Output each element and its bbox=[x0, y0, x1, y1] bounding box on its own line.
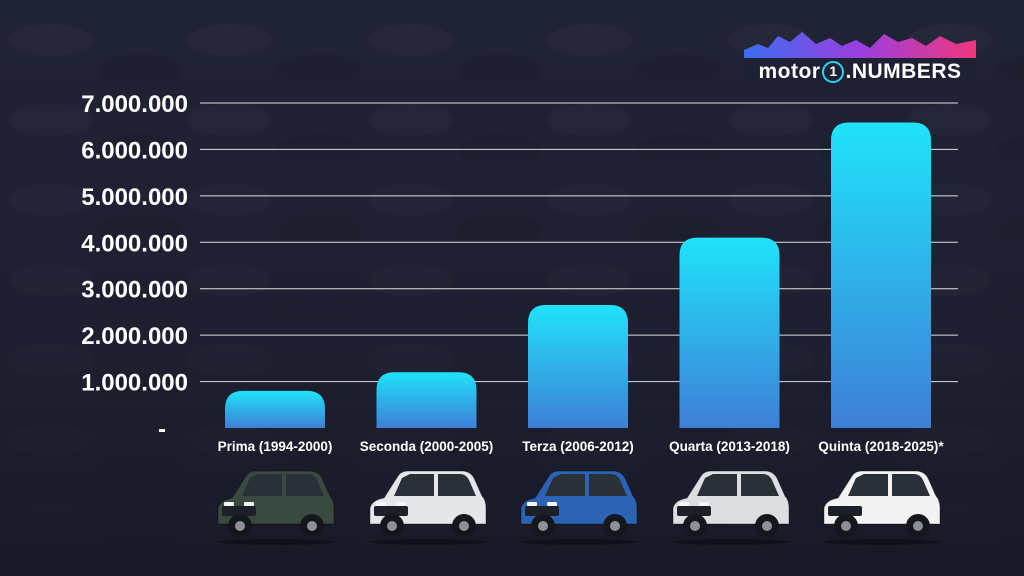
car-gen3-icon bbox=[515, 462, 641, 546]
motor1-numbers-logo: motor 1 .NUMBERS bbox=[744, 28, 976, 88]
car-gen2-icon bbox=[364, 462, 490, 546]
bar bbox=[225, 390, 325, 428]
x-category-label: Quinta (2018-2025)* bbox=[818, 439, 944, 454]
y-tick-label: 1.000.000 bbox=[81, 370, 188, 397]
logo-text-motor: motor bbox=[758, 60, 821, 83]
bar bbox=[679, 237, 780, 428]
y-tick-label: 3.000.000 bbox=[81, 277, 188, 304]
y-axis-ticks: - 1.000.000 2.000.000 3.000.000 4.000.000 5.0… bbox=[81, 91, 188, 443]
x-category-label: Terza (2006-2012) bbox=[522, 439, 634, 454]
car-gen4-icon bbox=[667, 462, 793, 546]
logo-ring-digit: 1 bbox=[822, 61, 845, 83]
y-tick-label: 5.000.000 bbox=[81, 184, 188, 211]
car-gen5-icon bbox=[818, 462, 944, 546]
x-category-label: Quarta (2013-2018) bbox=[669, 439, 790, 454]
y-tick-label: 2.000.000 bbox=[81, 323, 188, 350]
y-tick-label: 6.000.000 bbox=[81, 137, 188, 164]
x-axis-categories: Prima (1994-2000) Seconda (2000-2005) Terz… bbox=[218, 439, 945, 454]
logo-text-numbers: .NUMBERS bbox=[845, 60, 962, 83]
bar bbox=[831, 122, 931, 428]
y-tick-label: 4.000.000 bbox=[81, 230, 188, 257]
bar bbox=[376, 372, 477, 428]
x-category-label: Seconda (2000-2005) bbox=[360, 439, 494, 454]
y-tick-label: 7.000.000 bbox=[81, 91, 188, 118]
bar bbox=[528, 304, 628, 428]
x-category-label: Prima (1994-2000) bbox=[218, 439, 333, 454]
logo-mountain-icon bbox=[744, 32, 976, 62]
y-tick-label: - bbox=[158, 416, 166, 443]
bars bbox=[225, 122, 931, 428]
car-gen1-icon bbox=[212, 462, 338, 546]
